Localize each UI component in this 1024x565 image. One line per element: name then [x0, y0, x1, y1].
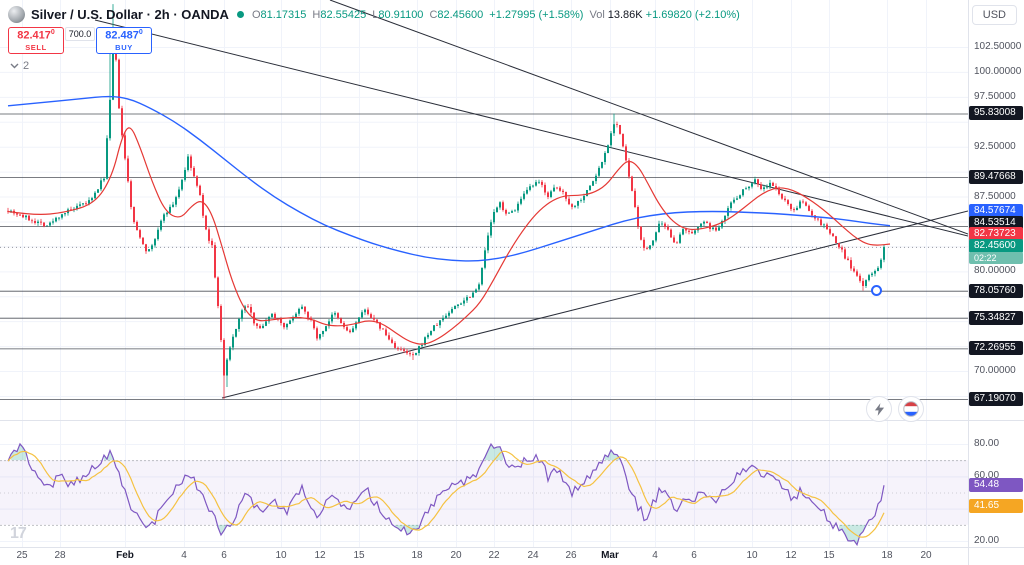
lightning-icon — [874, 402, 884, 416]
time-axis-label: 18 — [881, 550, 893, 561]
currency-button[interactable]: USD — [971, 5, 1017, 25]
open-label: O — [251, 8, 261, 21]
time-axis-label: 4 — [652, 550, 658, 561]
price-axis-badge: 41.65 — [969, 499, 1023, 513]
time-axis-label: 12 — [785, 550, 797, 561]
open-value: 81.17315 — [260, 8, 307, 21]
price-axis-badge: 02:22 — [969, 252, 1023, 264]
time-axis-label: Mar — [601, 550, 619, 561]
ohlc-readout: O81.17315 H82.55425 L80.91100 C82.45600 … — [252, 9, 584, 21]
low-value: 80.91100 — [378, 8, 424, 21]
high-value: 82.55425 — [320, 8, 367, 21]
time-axis-label: 10 — [746, 550, 758, 561]
order-marker-bubble[interactable] — [871, 285, 882, 296]
sell-price: 82.4170 — [17, 29, 55, 43]
flag-roundel-icon — [903, 401, 919, 417]
time-axis-label: 20 — [920, 550, 932, 561]
trade-panel-collapse-toggle[interactable]: 2 — [10, 60, 29, 72]
price-axis-label: 80.00000 — [974, 265, 1016, 276]
quick-order-lightning-icon[interactable] — [866, 396, 892, 422]
price-axis-badge: 82.45600 — [969, 239, 1023, 253]
price-axis-badge: 84.57674 — [969, 204, 1023, 218]
time-axis-label: 24 — [527, 550, 539, 561]
time-axis-label: 15 — [823, 550, 835, 561]
time-axis-label: 25 — [16, 550, 28, 561]
time-axis[interactable]: 25 28 Feb 4 6 10 12 15 18 20 22 24 26 Mar 4 6 10 12 15 18 20 — [0, 548, 968, 565]
instrument-logo-icon — [8, 6, 25, 23]
time-axis-label: 10 — [275, 550, 287, 561]
price-axis-label: 20.00 — [974, 535, 1000, 546]
price-axis-label: 60.00 — [974, 470, 1000, 481]
time-axis-label: 20 — [450, 550, 462, 561]
trade-panel: 82.4170 SELL 700.0 82.4870 BUY — [8, 27, 152, 54]
symbol-title[interactable]: Silver / U.S. Dollar · 2h · OANDA — [31, 7, 229, 22]
price-axis-badge: 78.05760 — [969, 284, 1023, 298]
time-axis-label: 22 — [488, 550, 500, 561]
time-axis-label: 12 — [314, 550, 326, 561]
price-axis-badge: 84.53514 — [969, 216, 1023, 230]
time-axis-label: 6 — [221, 550, 227, 561]
time-axis-label: 26 — [565, 550, 577, 561]
price-axis-badge: 72.26955 — [969, 341, 1023, 355]
price-axis-label: 92.50000 — [974, 141, 1016, 152]
volume-value: 13.86K — [607, 8, 643, 21]
price-axis-label: 70.00000 — [974, 365, 1016, 376]
price-axis-badge: 95.83008 — [969, 106, 1023, 120]
price-axis-label: 80.00 — [974, 438, 1000, 449]
price-axis-badge: 54.48 — [969, 478, 1023, 492]
market-status-icon — [236, 11, 244, 18]
time-axis-label: 4 — [181, 550, 187, 561]
price-axis-badge: 75.34827 — [969, 311, 1023, 325]
price-axis-label: 102.50000 — [974, 41, 1022, 52]
price-axis-label: 100.00000 — [974, 66, 1022, 77]
tradingview-watermark-logo: 17 — [10, 525, 27, 542]
price-axis-label: 87.50000 — [974, 191, 1016, 202]
time-axis-label: 28 — [54, 550, 66, 561]
price-axis-label: 97.50000 — [974, 91, 1016, 102]
volume-label: Vol — [589, 8, 605, 21]
buy-price: 82.4870 — [105, 29, 143, 43]
flag-icon[interactable] — [898, 396, 924, 422]
price-axis-badge: 67.19070 — [969, 392, 1023, 406]
change-value: +1.27995 (+1.58%) — [489, 8, 584, 21]
price-axis-badge: 89.47668 — [969, 170, 1023, 184]
sell-label: SELL — [25, 43, 47, 53]
volume-readout: Vol 13.86K +1.69820 (+2.10%) — [589, 9, 739, 21]
spread-value: 700.0 — [64, 27, 96, 41]
buy-label: BUY — [115, 43, 133, 53]
price-axis-badge: 82.73723 — [969, 227, 1023, 241]
low-label: L — [372, 8, 379, 21]
high-label: H — [312, 8, 321, 21]
time-axis-label: 6 — [691, 550, 697, 561]
sell-button[interactable]: 82.4170 SELL — [8, 27, 64, 54]
buy-button[interactable]: 82.4870 BUY — [96, 27, 152, 54]
price-axis[interactable]: 102.50000 100.00000 97.50000 92.50000 87.500… — [968, 0, 1024, 547]
trade-count: 2 — [23, 60, 30, 72]
time-axis-label: 15 — [353, 550, 365, 561]
close-label: C — [429, 8, 438, 21]
chevron-down-icon — [10, 63, 19, 69]
close-value: 82.45600 — [437, 8, 484, 21]
chart-header: Silver / U.S. Dollar · 2h · OANDA O81.17… — [8, 6, 740, 23]
time-axis-label: Feb — [116, 550, 134, 561]
volume-change: +1.69820 (+2.10%) — [645, 8, 740, 21]
time-axis-label: 18 — [411, 550, 423, 561]
